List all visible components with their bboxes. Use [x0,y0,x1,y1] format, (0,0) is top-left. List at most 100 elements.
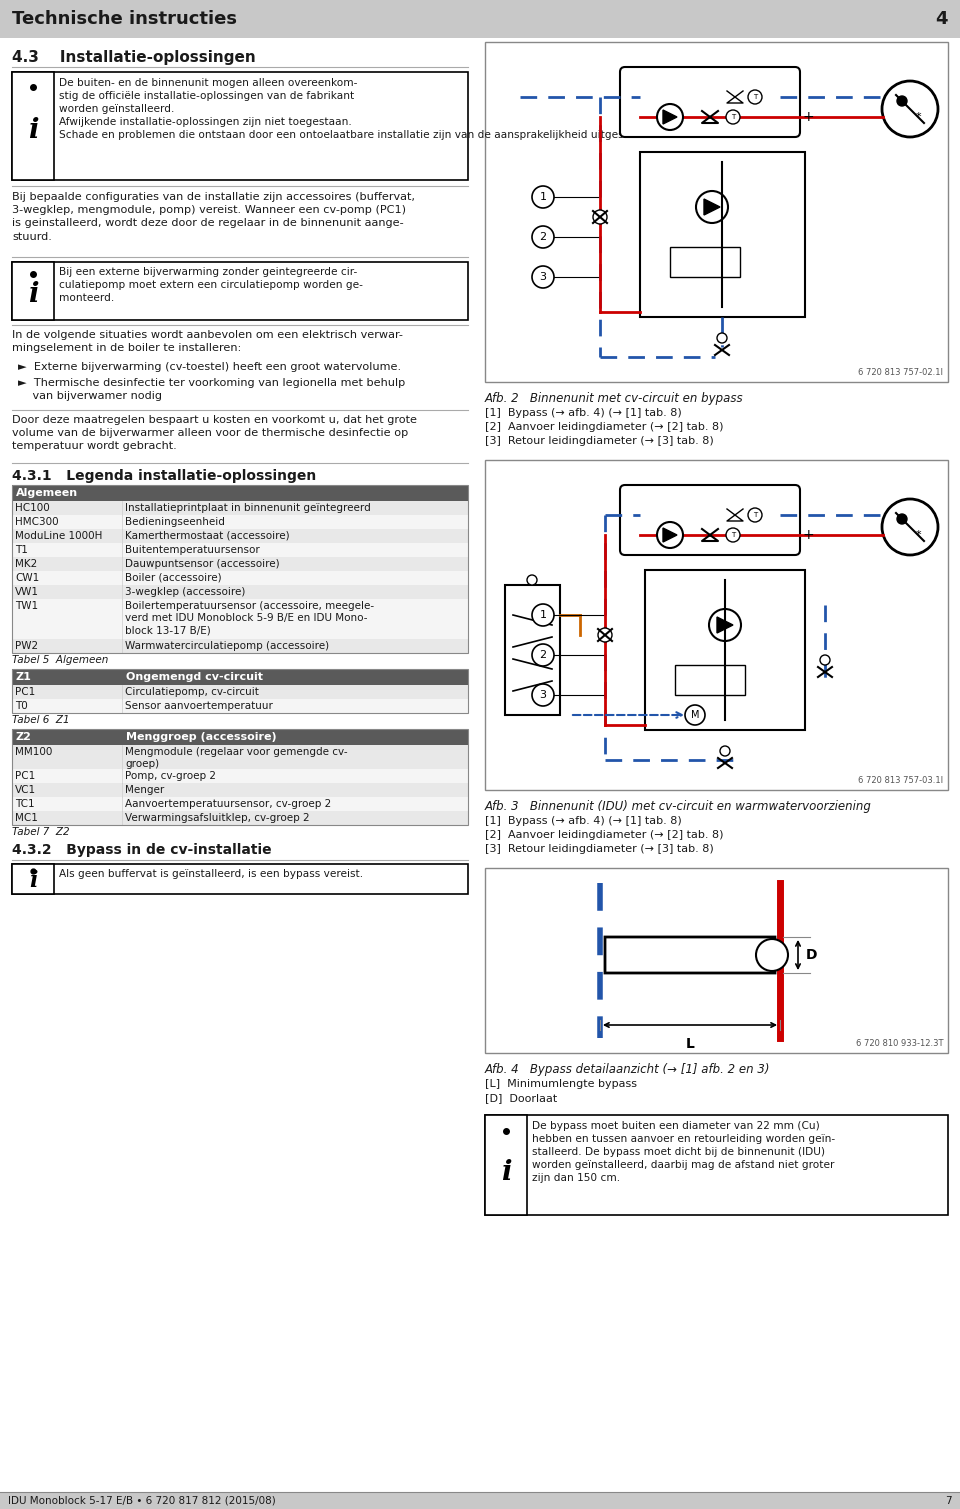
Text: HMC300: HMC300 [15,518,59,527]
Circle shape [598,628,612,641]
Circle shape [593,210,607,223]
Text: +: + [803,110,815,124]
Bar [12,484,468,653]
Text: Bij een externe bijverwarming zonder geintegreerde cir-
culatiepomp moet extern : Bij een externe bijverwarming zonder gei… [59,267,363,303]
Bar [12,699,468,712]
Text: TC1: TC1 [15,798,35,809]
Circle shape [532,186,554,208]
Text: 1: 1 [540,192,546,202]
Text: In de volgende situaties wordt aanbevolen om een elektrisch verwar-
mingselement: In de volgende situaties wordt aanbevole… [12,330,403,353]
Text: i: i [28,116,38,143]
Text: Afb. 3   Binnenunit (IDU) met cv-circuit en warmwatervoorziening: Afb. 3 Binnenunit (IDU) met cv-circuit e… [485,800,872,813]
Text: PC1: PC1 [15,687,36,697]
Circle shape [532,684,554,706]
Circle shape [532,604,554,626]
Circle shape [748,91,762,104]
Text: Verwarmingsafsluitklep, cv-groep 2: Verwarmingsafsluitklep, cv-groep 2 [125,813,310,822]
Bar [12,557,468,570]
Text: TW1: TW1 [15,601,38,611]
Text: T: T [753,94,757,100]
Bar [12,797,468,810]
Text: 4.3    Installatie-oplossingen: 4.3 Installatie-oplossingen [12,50,255,65]
Text: Door deze maatregelen bespaart u kosten en voorkomt u, dat het grote
volume van : Door deze maatregelen bespaart u kosten … [12,415,417,451]
Text: T: T [753,512,757,518]
Text: 7: 7 [946,1495,952,1506]
Text: ►  Thermische desinfectie ter voorkoming van legionella met behulp
    van bijve: ► Thermische desinfectie ter voorkoming … [18,377,405,401]
Bar [670,247,740,278]
Bar [12,585,468,599]
Text: Z2: Z2 [16,732,32,742]
Text: ModuLine 1000H: ModuLine 1000H [15,531,103,542]
Text: Boilertemperatuursensor (accessoire, meegele-
verd met IDU Monoblock 5-9 B/E en : Boilertemperatuursensor (accessoire, mee… [125,601,374,635]
Polygon shape [717,617,733,632]
Text: Z1: Z1 [16,672,32,682]
Bar [0,0,960,38]
Text: 6 720 813 757-03.1I: 6 720 813 757-03.1I [858,776,943,785]
Bar [12,530,468,543]
Bar [12,783,468,797]
Bar [12,685,468,699]
Circle shape [717,333,727,343]
Text: Algemeen: Algemeen [16,487,78,498]
Polygon shape [663,528,677,542]
Text: 3: 3 [540,690,546,700]
Text: [L]  Minimumlengte bypass: [L] Minimumlengte bypass [485,1079,637,1089]
Text: 1: 1 [540,610,546,620]
Text: HC100: HC100 [15,502,50,513]
Text: Buitentemperatuursensor: Buitentemperatuursensor [125,545,260,555]
Text: [2]  Aanvoer leidingdiameter (→ [2] tab. 8): [2] Aanvoer leidingdiameter (→ [2] tab. … [485,423,724,432]
Text: PC1: PC1 [15,771,36,782]
Text: Circulatiepomp, cv-circuit: Circulatiepomp, cv-circuit [125,687,259,697]
Text: i: i [29,871,37,892]
Text: 3-wegklep (accessoire): 3-wegklep (accessoire) [125,587,246,598]
Text: L: L [685,1037,694,1050]
Circle shape [532,266,554,288]
Bar [485,42,948,382]
Bar [12,570,468,585]
Bar [12,638,468,653]
Polygon shape [663,110,677,124]
Circle shape [756,939,788,970]
Circle shape [897,515,907,524]
Text: 6 720 810 933-12.3T: 6 720 810 933-12.3T [855,1040,943,1047]
Bar [485,868,948,1053]
Text: [1]  Bypass (→ afb. 4) (→ [1] tab. 8): [1] Bypass (→ afb. 4) (→ [1] tab. 8) [485,407,682,418]
Text: PW2: PW2 [15,641,38,650]
Text: Dauwpuntsensor (accessoire): Dauwpuntsensor (accessoire) [125,558,279,569]
Bar [12,729,468,745]
Text: Aanvoertemperatuursensor, cv-groep 2: Aanvoertemperatuursensor, cv-groep 2 [125,798,331,809]
Polygon shape [704,199,720,214]
Bar [645,570,805,730]
FancyBboxPatch shape [605,937,775,973]
Text: [3]  Retour leidingdiameter (→ [3] tab. 8): [3] Retour leidingdiameter (→ [3] tab. 8… [485,436,713,447]
Circle shape [726,110,740,124]
Circle shape [720,745,730,756]
Text: VC1: VC1 [15,785,36,795]
Bar [12,501,468,515]
Text: Tabel 6  Z1: Tabel 6 Z1 [12,715,70,724]
Text: Ongemengd cv-circuit: Ongemengd cv-circuit [126,672,263,682]
Text: T: T [731,115,735,121]
Bar [12,263,468,320]
Text: De bypass moet buiten een diameter van 22 mm (Cu)
hebben en tussen aanvoer en re: De bypass moet buiten een diameter van 2… [532,1121,835,1183]
Circle shape [657,522,683,548]
FancyBboxPatch shape [620,66,800,137]
Circle shape [527,575,537,585]
Bar [12,810,468,825]
Text: Mengmodule (regelaar voor gemengde cv-
groep): Mengmodule (regelaar voor gemengde cv- g… [125,747,348,770]
Text: Bedieningseenheid: Bedieningseenheid [125,518,225,527]
Text: MM100: MM100 [15,747,53,758]
Text: Tabel 5  Algemeen: Tabel 5 Algemeen [12,655,108,665]
Text: CW1: CW1 [15,573,39,582]
Text: [1]  Bypass (→ afb. 4) (→ [1] tab. 8): [1] Bypass (→ afb. 4) (→ [1] tab. 8) [485,816,682,825]
Circle shape [748,509,762,522]
Circle shape [897,97,907,106]
Text: 2: 2 [540,650,546,659]
Bar [12,770,468,783]
Circle shape [709,610,741,641]
Text: Pomp, cv-groep 2: Pomp, cv-groep 2 [125,771,216,782]
Text: T1: T1 [15,545,28,555]
Circle shape [532,226,554,247]
Text: Tabel 7  Z2: Tabel 7 Z2 [12,827,70,837]
Circle shape [532,644,554,665]
